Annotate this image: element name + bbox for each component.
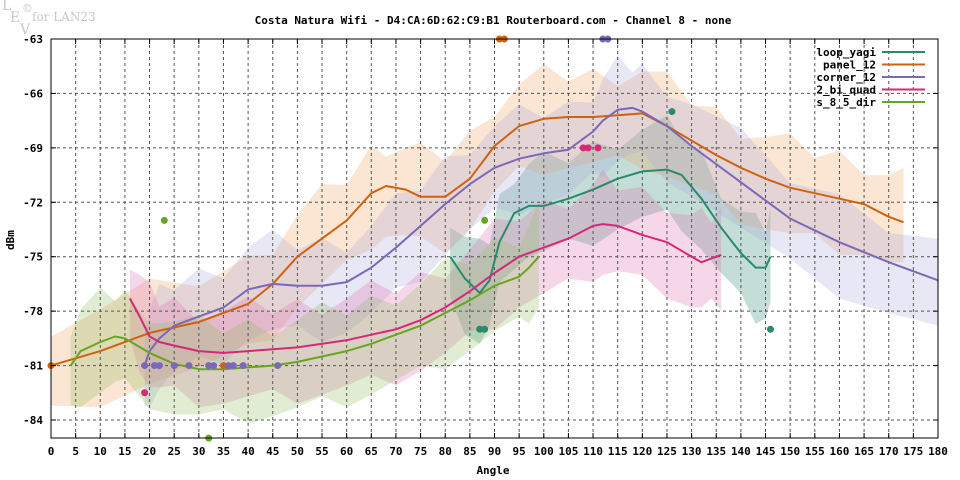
point-corner_12 xyxy=(185,362,193,370)
point-corner_12 xyxy=(210,362,218,370)
x-tick-label: 110 xyxy=(583,445,603,458)
x-axis-label: Angle xyxy=(476,464,509,477)
line-corner_12 xyxy=(143,106,939,366)
point-corner_12 xyxy=(229,362,237,370)
x-tick-label: 25 xyxy=(168,445,181,458)
x-tick-label: 145 xyxy=(756,445,776,458)
watermark-e: E xyxy=(10,10,21,26)
line-s_8_5_dir xyxy=(69,256,540,371)
point-corner_12 xyxy=(155,362,163,370)
y-tick-label: -72 xyxy=(23,196,43,209)
y-tick-label: -78 xyxy=(23,305,43,318)
legend-label: panel_12 xyxy=(823,59,876,72)
x-tick-label: 75 xyxy=(414,445,427,458)
x-tick-label: 180 xyxy=(928,445,948,458)
legend-label: corner_12 xyxy=(816,71,876,84)
x-tick-label: 60 xyxy=(340,445,353,458)
line-panel_12 xyxy=(50,112,904,367)
x-tick-label: 160 xyxy=(830,445,850,458)
x-tick-label: 100 xyxy=(534,445,554,458)
y-tick-label: -75 xyxy=(23,251,43,264)
x-tick-label: 35 xyxy=(217,445,230,458)
x-tick-label: 40 xyxy=(241,445,254,458)
point-2_bi_quad xyxy=(579,144,587,152)
point-loop_yagi xyxy=(481,325,489,333)
x-tick-label: 140 xyxy=(731,445,751,458)
x-tick-label: 130 xyxy=(682,445,702,458)
x-tick-label: 85 xyxy=(463,445,476,458)
grid xyxy=(51,39,938,438)
x-tick-label: 105 xyxy=(558,445,578,458)
x-tick-label: 115 xyxy=(608,445,628,458)
point-2_bi_quad xyxy=(584,144,592,152)
x-tick-label: 95 xyxy=(513,445,526,458)
band-corner_12 xyxy=(144,55,938,408)
y-tick-label: -69 xyxy=(23,142,43,155)
x-tick-label: 55 xyxy=(315,445,328,458)
point-corner_12 xyxy=(224,362,232,370)
point-loop_yagi xyxy=(668,108,676,116)
line-loop_yagi xyxy=(449,168,772,294)
y-tick-label: -63 xyxy=(23,33,43,46)
x-tick-label: 70 xyxy=(389,445,402,458)
legend-label: s_8_5_dir xyxy=(816,96,876,109)
legend-label: loop_yagi xyxy=(816,46,876,59)
legend: loop_yagipanel_12corner_122_bi_quads_8_5… xyxy=(816,46,925,109)
watermark-l: L xyxy=(2,0,12,14)
x-tick-label: 90 xyxy=(488,445,501,458)
x-tick-label: 125 xyxy=(657,445,677,458)
x-tick-label: 20 xyxy=(143,445,156,458)
x-tick-label: 155 xyxy=(805,445,825,458)
x-tick-label: 120 xyxy=(632,445,652,458)
x-tick-label: 45 xyxy=(266,445,279,458)
watermark-copyright: © xyxy=(22,2,33,15)
band-panel_12 xyxy=(51,64,904,408)
x-tick-label: 165 xyxy=(854,445,874,458)
x-tick-label: 175 xyxy=(903,445,923,458)
x-tick-label: 150 xyxy=(780,445,800,458)
axes: 0 5 10 15 20 25 30 35 40 45 50 55 60 65 70 75 80 85 90 95 10… xyxy=(23,33,948,458)
watermark-text: for LAN23 xyxy=(32,10,96,24)
x-tick-label: 135 xyxy=(706,445,726,458)
point-corner_12 xyxy=(205,362,213,370)
legend-label: 2_bi_quad xyxy=(816,84,876,97)
x-tick-label: 10 xyxy=(94,445,107,458)
chart-title: Costa Natura Wifi - D4:CA:6D:62:C9:B1 Ro… xyxy=(255,14,732,27)
point-corner_12 xyxy=(170,362,178,370)
series-points xyxy=(47,35,774,442)
band-loop_yagi xyxy=(450,115,771,344)
y-tick-label: -84 xyxy=(23,414,43,427)
y-tick-label: -66 xyxy=(23,87,43,100)
y-tick-label: -81 xyxy=(23,360,43,373)
watermark-v: V xyxy=(20,22,31,38)
point-corner_12 xyxy=(274,362,282,370)
line-2_bi_quad xyxy=(128,223,722,354)
series-lines xyxy=(50,106,939,371)
point-panel_12 xyxy=(219,362,227,370)
x-tick-label: 80 xyxy=(439,445,452,458)
point-loop_yagi xyxy=(476,325,484,333)
x-tick-label: 30 xyxy=(192,445,205,458)
point-s_8_5_dir xyxy=(160,216,168,224)
point-2_bi_quad xyxy=(141,389,149,397)
point-corner_12 xyxy=(239,362,247,370)
point-corner_12 xyxy=(150,362,158,370)
x-tick-label: 15 xyxy=(118,445,131,458)
x-tick-label: 50 xyxy=(291,445,304,458)
point-2_bi_quad xyxy=(594,144,602,152)
point-corner_12 xyxy=(141,362,149,370)
point-s_8_5_dir xyxy=(481,216,489,224)
y-axis-label: dBm xyxy=(4,230,17,250)
point-loop_yagi xyxy=(766,325,774,333)
x-tick-label: 5 xyxy=(72,445,79,458)
x-tick-label: 170 xyxy=(879,445,899,458)
x-tick-label: 65 xyxy=(365,445,378,458)
x-tick-label: 0 xyxy=(48,445,55,458)
